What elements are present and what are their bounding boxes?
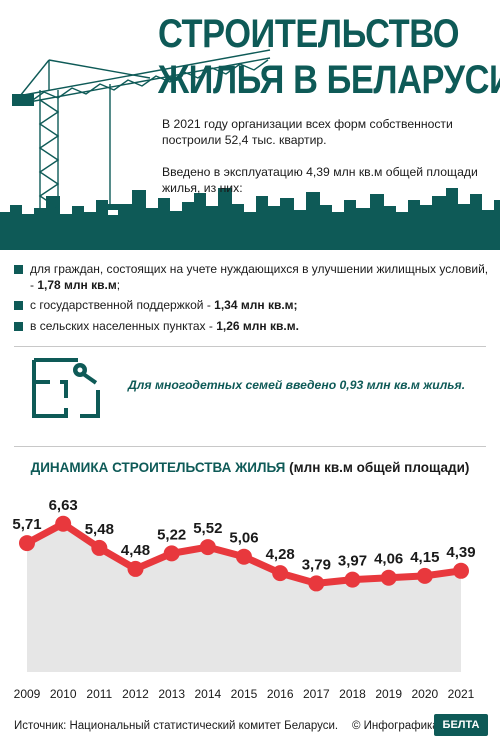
line-chart: 5,71 6,63 5,48 4,48 5,22 5,52 5,06 4,28 3,79 3,97… [12,497,475,701]
bullet-value: 1,34 млн кв.м; [214,298,298,312]
data-point-2012 [127,560,144,577]
bullet-value: 1,78 млн кв.м [37,277,117,292]
bullet-square-icon [14,265,23,274]
data-label-2014: 5,52 [193,520,222,537]
x-tick-2020: 2020 [411,687,438,701]
data-label-2019: 4,06 [374,551,403,568]
data-label-2020: 4,15 [410,549,439,566]
bullet-value: 1,26 млн кв.м. [216,318,299,333]
divider [14,446,486,447]
x-tick-2014: 2014 [194,687,221,701]
bullet-text: для граждан, состоящих на учете нуждающи… [30,262,489,292]
data-label-2013: 5,22 [157,526,186,543]
list-item: с государственной поддержкой - 1,34 млн … [14,298,494,314]
data-label-2015: 5,06 [229,530,258,547]
credit-note: © Инфографика [352,720,439,732]
data-point-2017 [308,575,325,592]
list-item: для граждан, состоящих на учете нуждающи… [14,262,494,293]
source-note: Источник: Национальный статистический ко… [14,720,339,732]
page-title-line1: СТРОИТЕЛЬСТВО [158,12,460,56]
x-tick-2015: 2015 [231,687,258,701]
data-label-2016: 4,28 [266,546,295,563]
data-point-2009 [19,535,35,552]
chart-xticks-layer: 2009 2010 2011 2012 2013 2014 2015 2016 2017 2018… [14,687,475,701]
data-label-2017: 3,79 [302,556,331,573]
data-point-2020 [416,567,433,584]
data-label-2012: 4,48 [121,542,150,559]
x-tick-2016: 2016 [267,687,294,701]
floor-plan-key-icon [32,358,100,418]
page-title-line2: ЖИЛЬЯ В БЕЛАРУСИ [158,58,500,102]
chart-title-unit: (млн кв.м общей площади) [289,460,470,475]
data-point-2021 [453,562,469,579]
chart-title: ДИНАМИКА СТРОИТЕЛЬСТВА ЖИЛЬЯ (млн кв.м о… [0,460,500,475]
bullet-square-icon [14,301,23,310]
data-label-2011: 5,48 [85,521,114,538]
x-tick-2009: 2009 [14,687,41,701]
belta-logo: БЕЛТА [434,714,488,736]
x-tick-2019: 2019 [375,687,402,701]
x-tick-2010: 2010 [50,687,77,701]
x-tick-2017: 2017 [303,687,330,701]
x-tick-2018: 2018 [339,687,366,701]
chart-points-layer [19,515,469,592]
data-point-2010 [55,515,72,532]
bullet-list: для граждан, состоящих на учете нуждающи… [14,262,494,339]
bullet-text: с государственной поддержкой - [30,298,215,312]
data-label-2021: 4,39 [446,544,475,561]
bullet-tail: ; [116,277,121,292]
crane-skyline-illustration [0,49,500,250]
x-tick-2013: 2013 [158,687,185,701]
chart-title-main: ДИНАМИКА СТРОИТЕЛЬСТВА ЖИЛЬЯ [30,460,286,475]
x-tick-2021: 2021 [448,687,475,701]
data-point-2018 [344,571,361,588]
list-item: в сельских населенных пунктах - 1,26 млн… [14,319,494,335]
chart-labels-layer: 5,71 6,63 5,48 4,48 5,22 5,52 5,06 4,28 3,79 3,97… [12,497,475,574]
chart-area-fill [27,523,461,672]
data-label-2009: 5,71 [12,516,41,533]
intro-paragraph-apartments: В 2021 году организации всех форм собств… [162,117,453,147]
data-point-2016 [272,565,289,582]
data-point-2019 [380,569,397,586]
data-point-2014 [199,539,216,556]
data-point-2011 [91,539,108,556]
x-tick-2012: 2012 [122,687,149,701]
bullet-square-icon [14,321,23,331]
divider [14,346,486,347]
data-label-2010: 6,63 [49,497,78,514]
bullet-text: в сельских населенных пунктах - [30,318,217,333]
family-note: Для многодетных семей введено 0,93 млн к… [128,378,466,392]
intro-paragraph-area: Введено в эксплуатацию 4,39 млн кв.м общ… [162,165,478,195]
data-point-2015 [236,548,252,565]
data-point-2013 [163,545,180,562]
x-tick-2011: 2011 [86,687,112,701]
data-label-2018: 3,97 [338,553,367,570]
chart-area [27,523,461,672]
